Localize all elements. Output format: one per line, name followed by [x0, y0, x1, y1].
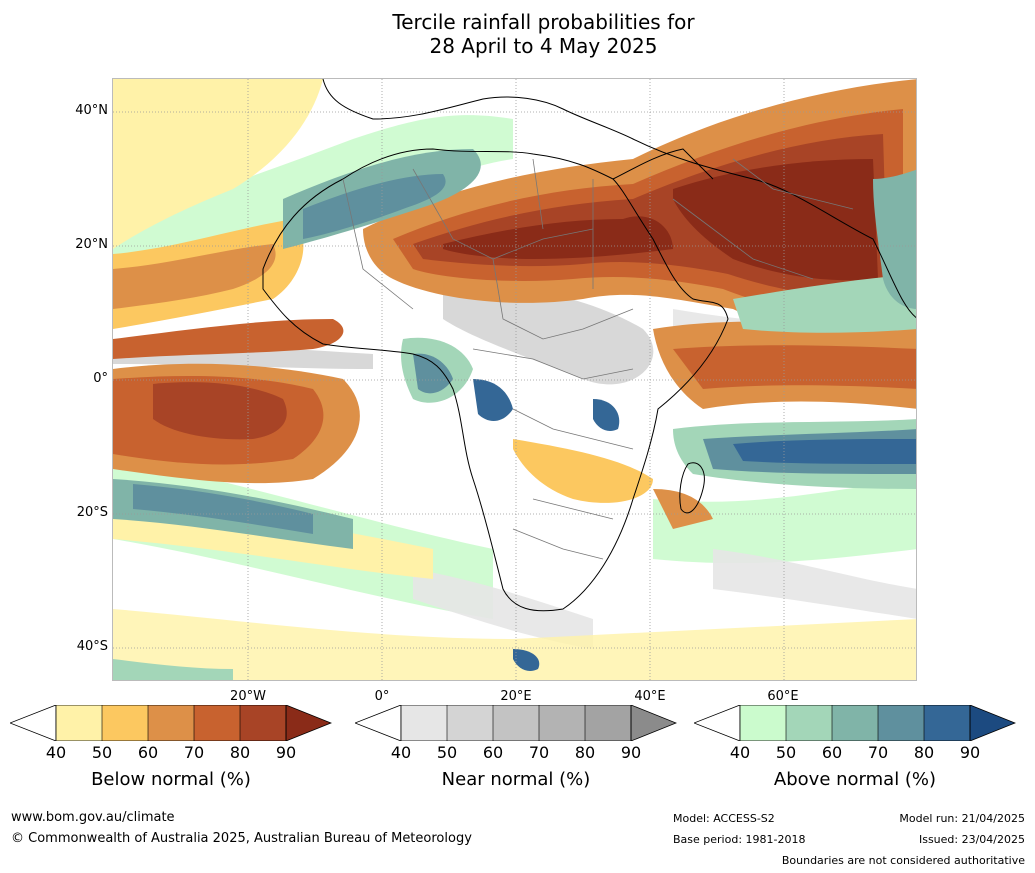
above-normal-tick-60: 60 [821, 743, 843, 762]
below-normal-title: Below normal (%) [91, 769, 251, 790]
footer-model-run: Model run: 21/04/2025 [899, 812, 1025, 825]
above-normal-tick-90: 90 [959, 743, 981, 762]
below-normal-tick-80: 80 [229, 743, 251, 762]
near-normal-swatch-40-50 [401, 705, 447, 741]
lat-label-20s: 20°S [76, 505, 108, 520]
above-normal-swatch-80-90 [924, 705, 970, 741]
above-normal-tick-80: 80 [913, 743, 935, 762]
below-normal-swatch-80-90 [240, 705, 286, 741]
lon-label-60e: 60°E [767, 689, 799, 704]
near-normal-tick-90: 90 [620, 743, 642, 762]
footer-website: www.bom.gov.au/climate [11, 810, 175, 825]
below-normal-swatch-40-50 [56, 705, 102, 741]
near-normal-tick-80: 80 [574, 743, 596, 762]
near-normal-swatch-50-60 [447, 705, 493, 741]
near-normal-swatch-70-80 [539, 705, 585, 741]
above-normal-swatch-40-50 [740, 705, 786, 741]
lat-label-20n: 20°N [75, 237, 108, 252]
near-normal-tick-40: 40 [390, 743, 412, 762]
below-normal-tick-90: 90 [275, 743, 297, 762]
near-normal-max-arrow [630, 705, 677, 741]
below-normal-swatch-50-60 [102, 705, 148, 741]
map-canvas [113, 79, 916, 680]
near-normal-title: Near normal (%) [441, 769, 591, 790]
near-normal-tick-70: 70 [528, 743, 550, 762]
above-normal-swatch-60-70 [832, 705, 878, 741]
below-normal-tick-50: 50 [91, 743, 113, 762]
footer-issued: Issued: 23/04/2025 [918, 833, 1025, 846]
above-normal-swatch-70-80 [878, 705, 924, 741]
title-line-2: 28 April to 4 May 2025 [429, 34, 658, 58]
footer-base-period: Base period: 1981-2018 [673, 833, 806, 846]
near-normal-tick-60: 60 [482, 743, 504, 762]
above-normal-max-arrow [969, 705, 1016, 741]
lon-label-40e: 40°E [634, 689, 666, 704]
below-normal-swatch-60-70 [148, 705, 194, 741]
above-normal-tick-70: 70 [867, 743, 889, 762]
above-normal-title: Above normal (%) [773, 769, 937, 790]
footer-model: Model: ACCESS-S2 [673, 812, 775, 825]
map-title: Tercile rainfall probabilities for 28 Ap… [0, 10, 1035, 58]
below-normal-min-arrow [10, 705, 57, 741]
footer-copyright: © Commonwealth of Australia 2025, Austra… [11, 831, 472, 846]
near-normal-swatch-60-70 [493, 705, 539, 741]
lat-label-40n: 40°N [75, 103, 108, 118]
lon-label-20e: 20°E [500, 689, 532, 704]
below-normal-swatch-70-80 [194, 705, 240, 741]
footer-disclaimer: Boundaries are not considered authoritat… [781, 854, 1025, 867]
near-normal-tick-50: 50 [436, 743, 458, 762]
below-normal-tick-70: 70 [183, 743, 205, 762]
below-normal-max-arrow [285, 705, 332, 741]
near-normal-swatch-80-90 [585, 705, 631, 741]
below-normal-colorbar [10, 705, 332, 741]
near-normal-min-arrow [355, 705, 402, 741]
title-line-1: Tercile rainfall probabilities for [392, 10, 695, 34]
near-normal-colorbar [355, 705, 677, 741]
below-normal-tick-40: 40 [45, 743, 67, 762]
above-normal-swatch-50-60 [786, 705, 832, 741]
above-normal-colorbar [694, 705, 1016, 741]
lon-label-20w: 20°W [230, 689, 266, 704]
above-normal-min-arrow [694, 705, 741, 741]
forecast-map [112, 78, 917, 681]
lat-label-0: 0° [93, 371, 108, 386]
lon-label-0: 0° [374, 689, 390, 704]
below-normal-tick-60: 60 [137, 743, 159, 762]
above-normal-tick-50: 50 [775, 743, 797, 762]
lat-label-40s: 40°S [76, 639, 108, 654]
above-normal-tick-40: 40 [729, 743, 751, 762]
